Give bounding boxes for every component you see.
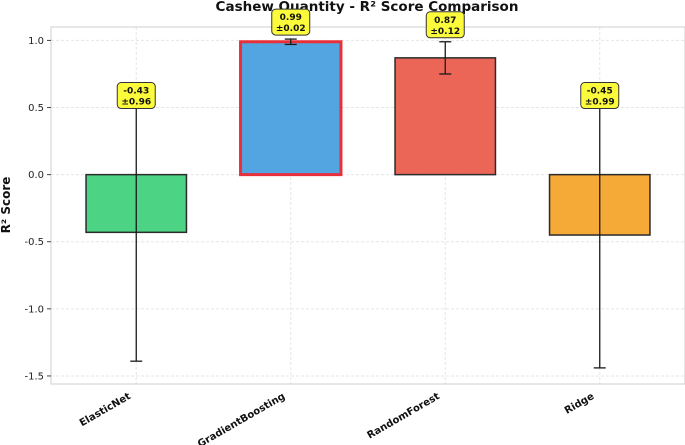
data-label-error: ±0.99	[585, 98, 615, 108]
plot-frame	[50, 26, 685, 385]
bars	[85, 40, 651, 236]
data-label-value: 0.87	[434, 16, 456, 26]
data-label-box	[116, 82, 156, 110]
x-tick-label: RandomForest	[365, 391, 441, 442]
chart-title: Cashew Quantity - R² Score Comparison	[216, 0, 519, 15]
data-labels: -0.43±0.96 0.99±0.02 0.87±0.12 -0.45±0.99	[116, 8, 620, 110]
y-axis-label: R² Score	[0, 177, 13, 234]
y-tick-label: 0.0	[28, 170, 44, 181]
data-label-value: 0.99	[280, 13, 302, 23]
data-label-box	[271, 8, 311, 36]
bar-gradientboosting	[239, 40, 343, 177]
data-label-box	[580, 82, 620, 110]
y-tick-label: -1.0	[24, 304, 44, 315]
y-axis-ticks: 1.0 0.5 0.0 -0.5 -1.0 -1.5	[24, 36, 51, 382]
error-bars	[130, 38, 606, 369]
y-tick-label: -0.5	[24, 237, 44, 248]
data-label-error: ±0.96	[121, 98, 151, 108]
data-label-error: ±0.12	[430, 27, 460, 37]
x-tick-label: GradientBoosting	[196, 391, 287, 445]
data-label-error: ±0.02	[276, 24, 306, 34]
data-label-value: -0.45	[587, 87, 613, 97]
data-label-box	[425, 11, 465, 39]
bar-randomforest	[394, 57, 497, 176]
y-tick-label: 1.0	[28, 36, 44, 47]
data-label-value: -0.43	[123, 87, 149, 97]
x-axis-ticks: ElasticNet GradientBoosting RandomForest Ri…	[78, 391, 597, 445]
y-tick-label: -1.5	[24, 371, 44, 382]
y-tick-label: 0.5	[28, 103, 44, 114]
x-tick-label: Ridge	[563, 391, 597, 417]
x-tick-label: ElasticNet	[78, 391, 133, 429]
